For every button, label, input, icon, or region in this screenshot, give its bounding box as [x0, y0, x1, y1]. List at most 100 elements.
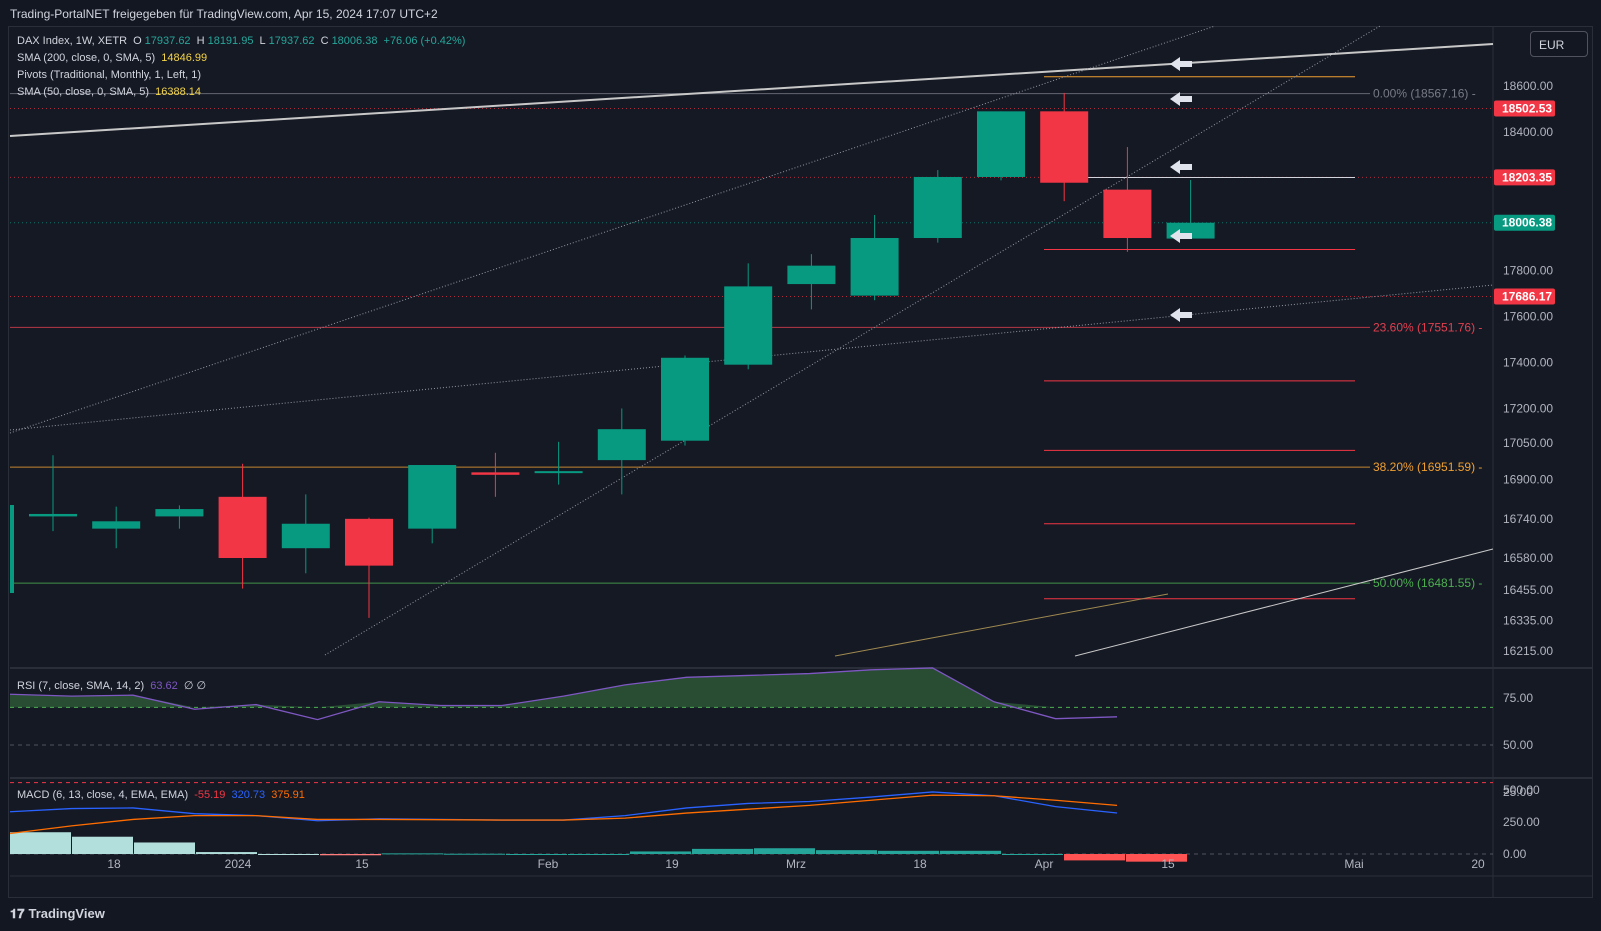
- price-tag: [1494, 288, 1555, 305]
- candle-body: [92, 521, 141, 529]
- rsi-tick-label: 75.00: [1503, 691, 1533, 705]
- macd-histogram-bar: [10, 832, 71, 854]
- currency-button[interactable]: EUR: [1530, 31, 1588, 57]
- candle-body: [661, 357, 709, 441]
- pivots-label[interactable]: Pivots (Traditional, Monthly, 1, Left, 1…: [17, 69, 202, 81]
- price-tick-label: 16335.00: [1503, 613, 1553, 627]
- candle-body: [850, 238, 899, 296]
- macd-tick-label: 250.00: [1503, 815, 1540, 829]
- candle-body: [724, 286, 773, 365]
- macd-histogram-bar: [1126, 854, 1187, 862]
- macd-histogram-bar: [754, 848, 815, 854]
- candle-body: [787, 265, 836, 285]
- arrow-marker-icon: [1170, 160, 1192, 174]
- price-tag-label: 17686.17: [1502, 289, 1552, 303]
- macd-histogram-bar: [630, 851, 691, 854]
- price-tick-label: 16740.00: [1503, 512, 1553, 526]
- candle-body: [1040, 111, 1089, 183]
- macd-line-value: 320.73: [231, 789, 266, 801]
- time-tick-label: 18: [107, 857, 121, 871]
- macd-signal-value: 375.91: [271, 789, 305, 801]
- macd-signal-line: [9, 794, 1118, 835]
- time-tick-label: Mai: [1344, 857, 1363, 871]
- sma200-value: 14846.99: [161, 52, 208, 64]
- macd-histogram-bar: [134, 842, 195, 854]
- macd-histogram-bar: [444, 853, 505, 855]
- macd-label[interactable]: MACD (6, 13, close, 4, EMA, EMA): [17, 789, 189, 801]
- arrow-marker-icon: [1170, 229, 1192, 243]
- high-label: H: [196, 35, 205, 47]
- price-tick-label: 17800.00: [1503, 263, 1553, 277]
- price-axis: 18600.00 18400.00 17800.00 17600.00 17400.00…: [1503, 79, 1553, 658]
- sma200-line: [1074, 548, 1494, 657]
- price-tag: [1494, 100, 1555, 117]
- high-value: 18191.95: [207, 35, 254, 47]
- sma200-label[interactable]: SMA (200, close, 0, SMA, 5): [17, 52, 156, 64]
- macd-histogram-bar: [1064, 854, 1125, 861]
- price-tick-label: 16580.00: [1503, 551, 1553, 565]
- close-value: 18006.38: [331, 35, 378, 47]
- macd-histogram-bar: [692, 848, 753, 854]
- macd-histogram-bar: [506, 854, 567, 855]
- rsi-extra: ∅ ∅: [183, 680, 207, 692]
- sma50-line: [834, 593, 1169, 657]
- time-tick-label: Apr: [1035, 857, 1054, 871]
- price-tick-label: 17200.00: [1503, 401, 1553, 415]
- price-tag: [1494, 214, 1555, 231]
- price-tick-label: 17050.00: [1503, 436, 1553, 450]
- fib-label: 23.60% (17551.76) -: [1373, 320, 1482, 334]
- candle-body: [408, 465, 457, 529]
- price-tick-label: 16455.00: [1503, 583, 1553, 597]
- candle-body: [913, 176, 962, 239]
- low-label: L: [259, 35, 266, 47]
- open-value: 17937.62: [144, 35, 191, 47]
- candle-body: [1103, 189, 1152, 239]
- candle-body: [281, 523, 330, 549]
- brand-label: TradingView: [28, 906, 105, 921]
- sma50-value: 16388.14: [155, 86, 202, 98]
- time-tick-label: Feb: [538, 857, 559, 871]
- price-tick-label: 18600.00: [1503, 79, 1553, 93]
- macd-histogram-bar: [878, 850, 939, 854]
- macd-hist-value: -55.19: [194, 789, 226, 801]
- price-tag-label: 18203.35: [1502, 170, 1552, 184]
- candle-body: [977, 111, 1025, 177]
- candle-body: [597, 429, 646, 461]
- share-title: Trading-PortalNET freigegeben für Tradin…: [0, 0, 1601, 26]
- rsi-label[interactable]: RSI (7, close, SMA, 14, 2): [17, 680, 145, 692]
- candle-body-partial: [10, 505, 14, 593]
- macd-tick-label: 500.00: [1503, 783, 1540, 797]
- rsi-tick-label: 25.00: [1503, 785, 1533, 799]
- candle-body: [218, 496, 267, 558]
- channel-upper: [9, 25, 1216, 434]
- rsi-pane: 75.00 50.00 25.00: [9, 667, 1533, 799]
- macd-pane: 500.00 250.00 0.00: [9, 783, 1540, 862]
- price-tick-label: 17400.00: [1503, 355, 1553, 369]
- main-legend: DAX Index, 1W, XETR O 17937.62 H 18191.95 …: [17, 33, 468, 101]
- sma50-label[interactable]: SMA (50, close, 0, SMA, 5): [17, 86, 150, 98]
- macd-histogram-bar: [1002, 854, 1063, 855]
- macd-histogram-bar: [196, 852, 257, 854]
- macd-histogram-bar: [382, 853, 443, 855]
- macd-histogram-bar: [568, 854, 629, 855]
- rsi-overbought-fill: [10, 667, 1117, 708]
- rsi-line: [9, 667, 1118, 721]
- candle-body: [345, 518, 393, 566]
- candles: [10, 92, 1215, 618]
- fib-label: 50.00% (16481.55) -: [1373, 576, 1482, 590]
- macd-legend: MACD (6, 13, close, 4, EMA, EMA) -55.19 …: [17, 787, 308, 804]
- rsi-value: 63.62: [150, 680, 178, 692]
- candle-body: [29, 513, 77, 517]
- macd-tick-label: 0.00: [1503, 847, 1527, 861]
- symbol-label[interactable]: DAX Index, 1W, XETR: [17, 35, 128, 47]
- low-value: 17937.62: [268, 35, 315, 47]
- macd-histogram-bar: [258, 854, 319, 855]
- fib-label: 0.00% (18567.16) -: [1373, 87, 1476, 101]
- price-tag-label: 18006.38: [1502, 216, 1552, 230]
- tradingview-branding[interactable]: 𝟏𝟕 TradingView: [10, 906, 105, 922]
- price-tick-label: 18400.00: [1503, 125, 1553, 139]
- channel-lower: [324, 25, 1381, 656]
- time-tick-label: 2024: [225, 857, 252, 871]
- candle-body: [155, 509, 204, 517]
